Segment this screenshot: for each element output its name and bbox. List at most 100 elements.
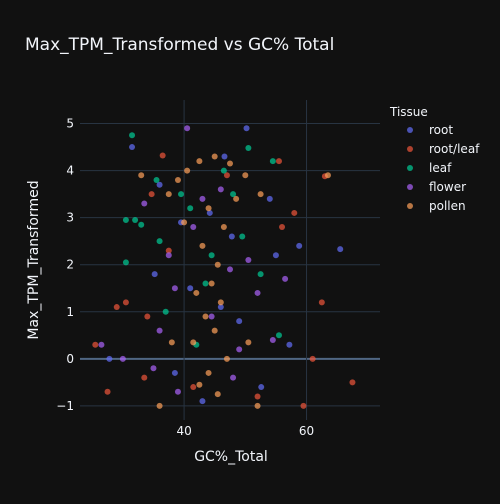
data-point <box>243 125 250 132</box>
series-pollen <box>138 153 331 409</box>
data-point <box>190 224 197 231</box>
data-point <box>239 233 246 240</box>
y-tick-label: 4 <box>66 164 74 178</box>
data-point <box>221 153 228 160</box>
data-point <box>286 341 293 348</box>
data-point <box>141 374 148 381</box>
y-tick-label: −1 <box>56 399 74 413</box>
y-axis-title: Max_TPM_Transformed <box>26 180 42 339</box>
data-point <box>223 355 230 362</box>
data-point <box>349 379 356 386</box>
data-point <box>196 158 203 165</box>
data-point <box>156 402 163 409</box>
data-point <box>190 384 197 391</box>
data-point <box>208 313 215 320</box>
data-point <box>254 289 261 296</box>
x-axis-title: GC%_Total <box>194 449 268 465</box>
data-point <box>150 365 157 372</box>
data-point <box>296 242 303 249</box>
data-point <box>199 242 206 249</box>
data-point <box>196 381 203 388</box>
data-point <box>199 195 206 202</box>
plot-area: −1 0 1 2 3 4 5 40 60 <box>56 100 380 438</box>
legend: Tissue root root/leaf leaf flower pollen <box>389 105 480 213</box>
data-point <box>208 252 215 259</box>
x-tick-label: 60 <box>299 424 314 438</box>
data-point <box>174 177 181 183</box>
data-point <box>106 355 113 362</box>
data-point <box>122 259 129 266</box>
x-tick-label: 40 <box>176 424 191 438</box>
data-point <box>275 332 282 339</box>
data-point <box>217 186 224 193</box>
data-point <box>205 205 212 212</box>
data-point <box>236 318 243 325</box>
data-point <box>113 304 120 311</box>
data-point <box>141 200 148 207</box>
data-point <box>138 172 145 179</box>
legend-title: Tissue <box>389 105 428 119</box>
data-point <box>227 266 233 273</box>
data-point <box>236 346 243 353</box>
data-point <box>279 224 286 231</box>
data-point <box>318 299 325 306</box>
legend-marker <box>407 146 413 152</box>
data-point <box>178 191 185 198</box>
data-point <box>254 393 261 400</box>
data-point <box>129 144 136 151</box>
data-point <box>171 369 178 376</box>
data-point <box>187 205 194 212</box>
data-point <box>309 355 316 362</box>
data-point <box>159 152 166 159</box>
data-point <box>227 160 233 167</box>
data-point <box>230 374 237 381</box>
data-point <box>205 369 212 376</box>
data-point <box>337 246 344 253</box>
data-point <box>202 280 209 287</box>
legend-label: flower <box>429 180 466 194</box>
y-tick-label: 3 <box>66 211 74 225</box>
data-point <box>132 217 139 223</box>
data-point <box>257 191 264 198</box>
data-point <box>138 221 145 228</box>
data-point <box>230 191 237 198</box>
data-point <box>269 337 276 343</box>
data-point <box>153 177 160 183</box>
data-point <box>254 402 261 409</box>
legend-label: pollen <box>429 199 466 213</box>
y-tick-label: 2 <box>66 258 74 272</box>
data-point <box>122 217 129 223</box>
data-point <box>208 280 215 287</box>
data-point <box>174 388 181 395</box>
legend-label: leaf <box>429 161 452 175</box>
data-point <box>242 172 249 179</box>
data-point <box>245 145 252 151</box>
data-point <box>211 153 218 160</box>
data-point <box>206 209 213 216</box>
data-point <box>220 167 227 174</box>
data-point <box>165 252 172 259</box>
data-point <box>119 355 126 362</box>
data-point <box>165 247 172 254</box>
data-point <box>156 327 163 334</box>
data-point <box>223 172 230 179</box>
data-point <box>272 252 279 259</box>
data-point <box>122 299 129 306</box>
series-root <box>106 125 344 405</box>
data-point <box>92 341 99 348</box>
data-point <box>202 313 209 320</box>
data-point <box>165 191 172 198</box>
data-point <box>199 398 206 405</box>
series-leaf <box>122 132 282 348</box>
legend-marker <box>407 184 413 190</box>
data-point <box>129 132 136 139</box>
legend-marker <box>407 165 413 171</box>
data-point <box>193 289 200 296</box>
data-point <box>181 219 188 226</box>
data-point <box>324 172 331 179</box>
data-point <box>151 271 158 278</box>
data-point <box>104 388 111 395</box>
legend-label: root/leaf <box>429 142 480 156</box>
